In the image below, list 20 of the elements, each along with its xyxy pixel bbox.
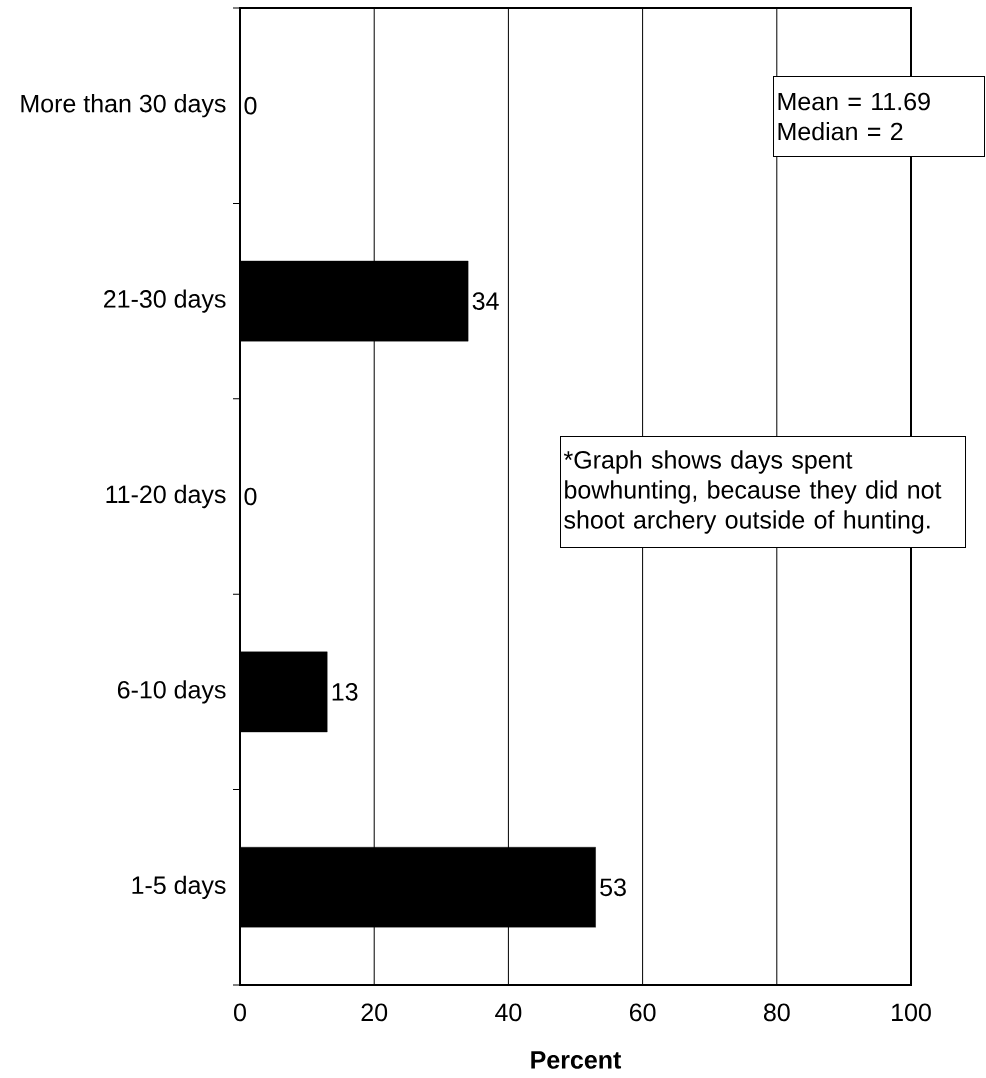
x-tick-label: 20	[361, 1003, 388, 1022]
data-label: 13	[332, 683, 358, 701]
x-tick-label: 40	[495, 1003, 522, 1022]
data-label: 53	[600, 878, 626, 897]
data-label: 0	[244, 96, 257, 115]
y-tick-label: 21-30 days	[104, 289, 226, 313]
y-tick-label: 11-20 days	[106, 484, 226, 509]
y-tick-label: 1-5 days	[132, 875, 226, 899]
annotation: Median = 2	[778, 121, 903, 141]
x-tick-label: 100	[892, 1003, 931, 1022]
y-tick-label: 6-10 days	[117, 680, 226, 704]
x-tick-label: 60	[629, 1003, 656, 1022]
data-label: 34	[472, 292, 499, 310]
x-axis-title: Percent	[531, 1051, 622, 1069]
x-tick-label: 80	[763, 1003, 790, 1022]
x-tick-label: 0	[234, 1003, 246, 1022]
y-tick-label: More than 30 days	[21, 94, 226, 118]
data-label: 0	[244, 487, 257, 506]
annotation: Mean = 11.69	[778, 92, 930, 111]
annotation: *Graph shows days spent bowhunting, because they did not shoot archery outside of hunting.	[563, 450, 942, 534]
